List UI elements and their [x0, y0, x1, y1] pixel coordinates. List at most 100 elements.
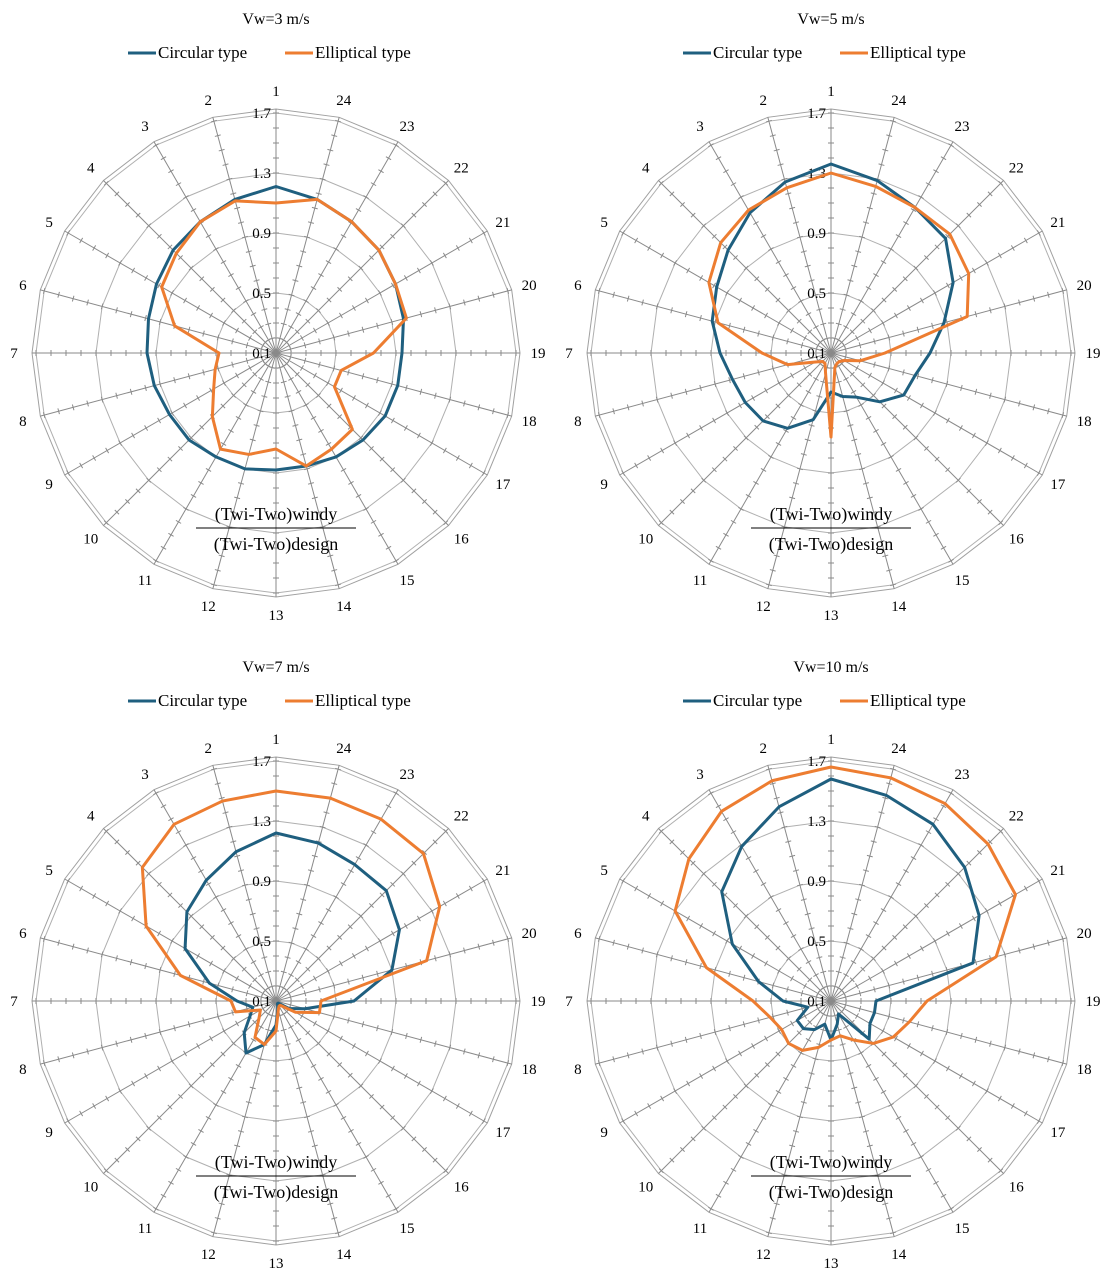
data-point: [858, 359, 862, 362]
spoke-tick: [318, 986, 321, 993]
spoke: [830, 937, 1067, 1002]
spoke-tick: [907, 1043, 911, 1049]
spoke-tick: [168, 817, 174, 822]
spoke-tick: [390, 881, 396, 887]
spoke: [708, 789, 832, 1002]
spoke-tick: [764, 387, 768, 394]
spoke-tick: [363, 195, 369, 200]
spoke-tick: [42, 935, 46, 942]
spoke-tick: [903, 480, 909, 485]
spoke-tick: [252, 1019, 258, 1025]
spoke: [830, 1000, 954, 1213]
spoke-tick: [352, 305, 356, 311]
spoke-tick: [1023, 462, 1028, 469]
legend: Circular type Elliptical type: [128, 43, 411, 62]
spoke-tick: [481, 230, 486, 236]
data-point: [398, 928, 401, 931]
spoke-tick: [222, 380, 226, 386]
spoke-tick: [725, 290, 730, 296]
spoke-tick: [327, 148, 334, 152]
data-point: [705, 966, 708, 969]
data-point: [852, 1038, 855, 1042]
spoke-tick: [958, 923, 963, 929]
spoke-tick: [913, 913, 919, 919]
direction-label: 7: [565, 346, 573, 362]
legend-label-elliptical: Elliptical type: [870, 43, 966, 62]
spoke: [767, 765, 832, 1002]
spoke-tick: [234, 854, 241, 858]
spoke-tick: [79, 1110, 84, 1117]
spoke-tick: [57, 1056, 60, 1063]
direction-label: 2: [204, 93, 212, 109]
legend-label-circular: Circular type: [158, 691, 247, 710]
spoke-tick: [326, 968, 330, 974]
data-point: [878, 400, 881, 403]
spoke-tick: [419, 311, 423, 318]
spoke-tick: [760, 234, 767, 239]
spoke-tick: [765, 1231, 772, 1235]
ratio-annotation: (Twi-Two)windy(Twi-Two)design: [751, 1152, 911, 1203]
direction-label: 12: [756, 599, 771, 615]
chart-title: Vw=10 m/s: [793, 659, 868, 676]
spoke-tick: [115, 955, 118, 962]
spoke: [619, 1000, 832, 1124]
data-point: [274, 185, 278, 188]
direction-label: 10: [638, 1179, 653, 1195]
spoke-tick: [218, 554, 225, 558]
radar-grid: [31, 108, 521, 598]
spoke-tick: [790, 286, 797, 290]
spoke-tick: [196, 305, 200, 311]
spoke-tick: [634, 1110, 639, 1117]
spoke: [40, 289, 277, 354]
spoke-tick: [416, 432, 421, 439]
spoke-tick: [311, 1144, 318, 1148]
spoke-tick: [712, 1065, 717, 1072]
spoke-tick: [890, 583, 897, 587]
spoke-tick: [303, 947, 309, 951]
spoke-tick: [862, 869, 869, 872]
direction-label: 16: [1009, 1179, 1025, 1195]
direction-label: 22: [454, 809, 469, 825]
spoke-tick: [932, 1058, 937, 1064]
data-point: [740, 845, 743, 848]
spoke-tick: [318, 1077, 324, 1081]
spoke-tick: [764, 1062, 770, 1068]
spoke-tick: [252, 329, 258, 335]
series-circular: [710, 162, 955, 430]
spoke-tick: [913, 435, 919, 441]
spoke-tick: [295, 390, 302, 394]
spoke-tick: [751, 305, 755, 311]
spoke-tick: [294, 977, 300, 983]
spoke-tick: [168, 532, 174, 537]
spoke-tick: [754, 924, 760, 930]
data-point: [171, 248, 175, 252]
spoke-tick: [183, 195, 189, 200]
spoke-tick: [393, 791, 399, 796]
spoke-tick: [170, 410, 175, 416]
spoke-tick: [57, 291, 60, 298]
data-point: [884, 794, 888, 797]
spoke-tick: [248, 983, 252, 989]
spoke-tick: [442, 447, 447, 454]
spoke-tick: [231, 338, 234, 345]
spoke-tick: [303, 990, 307, 997]
spoke-tick: [812, 293, 819, 297]
spoke-tick: [785, 840, 792, 843]
spoke-tick: [783, 429, 789, 433]
spoke-tick: [265, 322, 272, 326]
spoke-tick: [858, 1005, 862, 1012]
spoke-tick: [816, 308, 823, 311]
data-point: [873, 1011, 876, 1014]
spoke-tick: [777, 968, 781, 974]
spoke-tick: [824, 985, 831, 988]
direction-label: 11: [693, 573, 707, 589]
spoke-tick: [955, 871, 961, 877]
spoke-tick: [851, 912, 858, 916]
spoke-tick: [886, 134, 893, 137]
spoke-tick: [310, 286, 317, 290]
spoke-tick: [835, 1028, 842, 1032]
data-point: [242, 1031, 246, 1035]
spoke-tick: [786, 1009, 789, 1016]
spoke-tick: [463, 400, 466, 407]
spoke-tick: [775, 908, 782, 913]
